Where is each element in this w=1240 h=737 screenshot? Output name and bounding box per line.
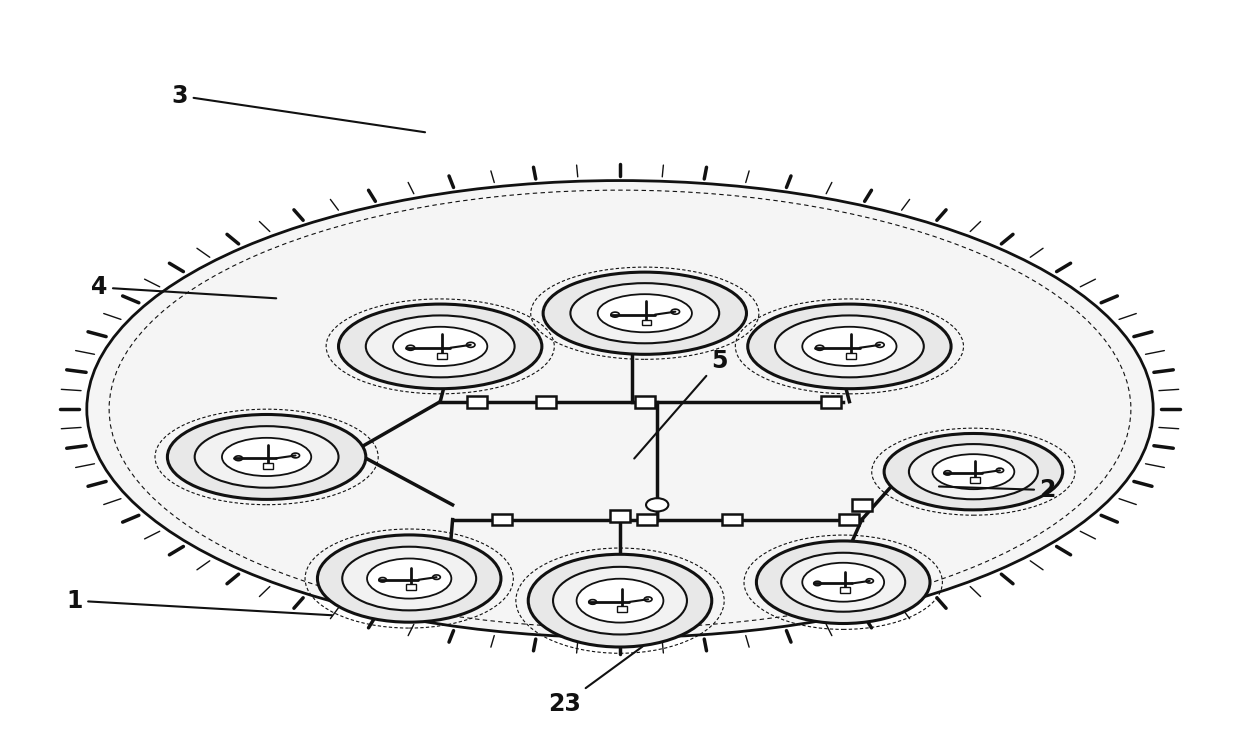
Bar xyxy=(641,320,651,326)
Bar xyxy=(492,514,512,525)
Bar xyxy=(839,514,859,525)
Ellipse shape xyxy=(553,567,687,635)
Bar xyxy=(536,396,556,408)
Ellipse shape xyxy=(543,272,746,354)
Bar xyxy=(616,607,626,612)
Bar xyxy=(846,353,856,359)
Ellipse shape xyxy=(570,283,719,343)
Ellipse shape xyxy=(909,444,1038,499)
Ellipse shape xyxy=(781,553,905,612)
Bar xyxy=(467,396,487,408)
Text: 23: 23 xyxy=(548,646,642,716)
Bar xyxy=(637,514,657,525)
Ellipse shape xyxy=(528,554,712,647)
Ellipse shape xyxy=(748,304,951,388)
Circle shape xyxy=(646,498,668,511)
Ellipse shape xyxy=(342,547,476,610)
Ellipse shape xyxy=(367,559,451,598)
Ellipse shape xyxy=(222,438,311,476)
Bar xyxy=(722,514,742,525)
Bar xyxy=(635,396,655,408)
Ellipse shape xyxy=(393,326,487,366)
Text: 5: 5 xyxy=(634,349,728,458)
Ellipse shape xyxy=(577,579,663,623)
Ellipse shape xyxy=(756,541,930,624)
Ellipse shape xyxy=(87,181,1153,638)
Text: 4: 4 xyxy=(91,276,277,299)
Bar xyxy=(436,353,446,359)
Ellipse shape xyxy=(317,535,501,622)
Bar xyxy=(821,396,841,408)
Bar xyxy=(852,499,872,511)
Bar xyxy=(263,463,273,469)
Ellipse shape xyxy=(884,433,1063,510)
Ellipse shape xyxy=(932,454,1014,489)
Bar xyxy=(610,510,630,522)
Bar xyxy=(970,477,980,483)
Text: 2: 2 xyxy=(939,478,1056,502)
Ellipse shape xyxy=(195,426,339,488)
Ellipse shape xyxy=(775,315,924,377)
Ellipse shape xyxy=(802,563,884,601)
Ellipse shape xyxy=(339,304,542,388)
Ellipse shape xyxy=(802,326,897,366)
Ellipse shape xyxy=(598,294,692,332)
Ellipse shape xyxy=(167,414,366,500)
Text: 1: 1 xyxy=(66,589,332,615)
Bar xyxy=(405,584,415,590)
Bar xyxy=(839,587,849,593)
Text: 3: 3 xyxy=(171,84,425,132)
Ellipse shape xyxy=(366,315,515,377)
